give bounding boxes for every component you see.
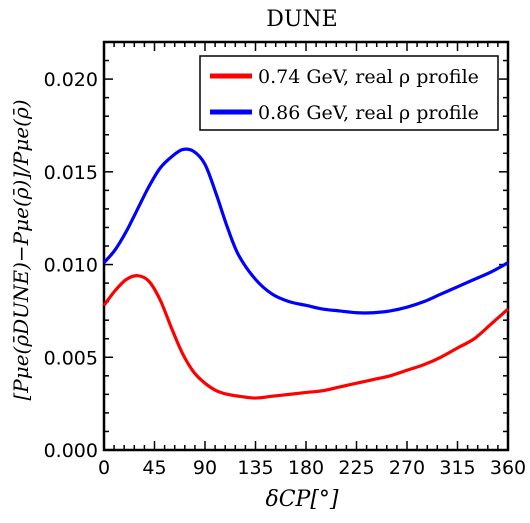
y-axis-ticks: 0.000 0.005 0.010 0.015 0.020 [44,41,508,462]
x-axis-label: δCP[°] [265,487,338,512]
series-line-1 [102,274,510,400]
series-lines [102,147,510,400]
y-tick-label: 0.000 [44,440,98,462]
y-tick-label: 0.010 [44,255,98,277]
x-tick-label: 45 [142,457,166,479]
x-tick-label: 270 [389,457,425,479]
x-tick-label: 0 [98,457,110,479]
x-axis-ticks: 0 45 90 135 180 225 270 315 360 [98,42,526,479]
legend-box [199,55,499,131]
chart-title: DUNE [266,7,338,32]
legend: 0.74 GeV, real ρ profile 0.86 GeV, real ρ… [199,55,499,131]
x-tick-label: 180 [288,457,324,479]
x-tick-label: 315 [439,457,475,479]
x-tick-label: 90 [193,457,217,479]
y-tick-label: 0.020 [44,69,98,91]
y-tick-label: 0.015 [44,162,98,184]
y-axis-label: [Pμe(ρ̄DUNE)−Pμe(ρ̄)]/Pμe(ρ̄) [9,99,33,400]
x-tick-label: 360 [490,457,526,479]
x-tick-label: 135 [237,457,273,479]
y-tick-label: 0.005 [44,347,98,369]
x-tick-label: 225 [338,457,374,479]
series-line-2 [102,147,509,315]
legend-label-1: 0.74 GeV, real ρ profile [258,66,479,88]
legend-label-2: 0.86 GeV, real ρ profile [258,102,479,124]
